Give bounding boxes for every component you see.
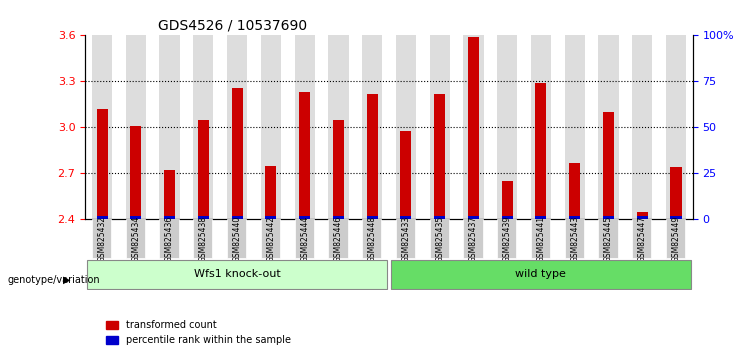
Bar <box>333 120 344 219</box>
Bar <box>632 35 652 219</box>
Text: wild type: wild type <box>516 269 566 279</box>
Bar <box>299 92 310 219</box>
Bar <box>164 170 175 219</box>
Bar <box>159 35 180 219</box>
Bar <box>367 94 378 219</box>
Bar <box>497 35 517 219</box>
Bar <box>671 167 682 219</box>
Bar <box>130 126 142 219</box>
Bar <box>265 216 276 219</box>
Bar <box>666 35 686 219</box>
FancyBboxPatch shape <box>531 219 550 258</box>
Bar <box>468 37 479 219</box>
FancyBboxPatch shape <box>666 219 685 258</box>
FancyBboxPatch shape <box>565 219 584 258</box>
Bar <box>261 35 281 219</box>
Text: GSM825437: GSM825437 <box>469 216 478 262</box>
FancyBboxPatch shape <box>227 219 246 258</box>
Text: GSM825447: GSM825447 <box>638 216 647 262</box>
Bar <box>294 35 315 219</box>
Bar <box>396 35 416 219</box>
Text: GSM825438: GSM825438 <box>199 216 208 262</box>
Bar <box>569 216 580 219</box>
FancyBboxPatch shape <box>632 219 651 258</box>
FancyBboxPatch shape <box>463 219 482 258</box>
Text: genotype/variation: genotype/variation <box>7 275 100 285</box>
FancyBboxPatch shape <box>430 219 449 258</box>
Bar <box>535 216 547 219</box>
FancyBboxPatch shape <box>193 219 213 258</box>
Text: GSM825436: GSM825436 <box>165 216 174 262</box>
Bar <box>434 94 445 219</box>
Text: Wfs1 knock-out: Wfs1 knock-out <box>193 269 281 279</box>
Text: GSM825442: GSM825442 <box>266 216 276 262</box>
Bar <box>231 87 243 219</box>
Text: GSM825444: GSM825444 <box>300 216 309 262</box>
FancyBboxPatch shape <box>92 219 111 258</box>
Bar <box>569 163 580 219</box>
FancyBboxPatch shape <box>294 219 313 258</box>
Bar <box>362 35 382 219</box>
Bar <box>164 216 175 219</box>
Bar <box>565 35 585 219</box>
Text: GSM825433: GSM825433 <box>402 216 411 262</box>
Bar <box>598 35 619 219</box>
Bar <box>126 35 146 219</box>
Bar <box>96 109 107 219</box>
Text: GSM825441: GSM825441 <box>536 216 545 262</box>
Text: GSM825435: GSM825435 <box>435 216 444 262</box>
Bar <box>333 216 344 219</box>
FancyBboxPatch shape <box>261 219 280 258</box>
Bar <box>231 216 243 219</box>
Bar <box>603 216 614 219</box>
FancyBboxPatch shape <box>362 219 382 258</box>
Bar <box>463 35 484 219</box>
Text: GSM825445: GSM825445 <box>604 216 613 262</box>
Bar <box>198 120 209 219</box>
Bar <box>367 216 378 219</box>
Text: GSM825434: GSM825434 <box>131 216 140 262</box>
Bar <box>227 35 247 219</box>
Bar <box>430 35 450 219</box>
Bar <box>502 216 513 219</box>
Text: GDS4526 / 10537690: GDS4526 / 10537690 <box>158 19 308 33</box>
FancyBboxPatch shape <box>87 260 388 289</box>
FancyBboxPatch shape <box>396 219 415 258</box>
Bar <box>130 216 142 219</box>
Bar <box>637 212 648 219</box>
Bar <box>96 216 107 219</box>
Text: GSM825439: GSM825439 <box>502 216 512 262</box>
Legend: transformed count, percentile rank within the sample: transformed count, percentile rank withi… <box>102 316 294 349</box>
FancyBboxPatch shape <box>391 260 691 289</box>
Bar <box>671 216 682 219</box>
Bar <box>265 166 276 219</box>
Text: GSM825448: GSM825448 <box>368 216 376 262</box>
FancyBboxPatch shape <box>497 219 516 258</box>
Bar <box>400 131 411 219</box>
FancyBboxPatch shape <box>598 219 617 258</box>
Text: ▶: ▶ <box>63 275 70 285</box>
Bar <box>193 35 213 219</box>
Text: GSM825432: GSM825432 <box>98 216 107 262</box>
Bar <box>434 216 445 219</box>
Bar <box>328 35 348 219</box>
Bar <box>502 181 513 219</box>
Text: GSM825440: GSM825440 <box>233 216 242 262</box>
Bar <box>603 112 614 219</box>
Text: GSM825443: GSM825443 <box>570 216 579 262</box>
FancyBboxPatch shape <box>126 219 145 258</box>
Bar <box>535 83 547 219</box>
Bar <box>400 216 411 219</box>
Text: GSM825449: GSM825449 <box>671 216 680 262</box>
Bar <box>637 216 648 219</box>
Bar <box>468 216 479 219</box>
Bar <box>198 216 209 219</box>
Bar <box>299 216 310 219</box>
FancyBboxPatch shape <box>328 219 348 258</box>
FancyBboxPatch shape <box>159 219 179 258</box>
Text: GSM825446: GSM825446 <box>334 216 343 262</box>
Bar <box>531 35 551 219</box>
Bar <box>92 35 112 219</box>
